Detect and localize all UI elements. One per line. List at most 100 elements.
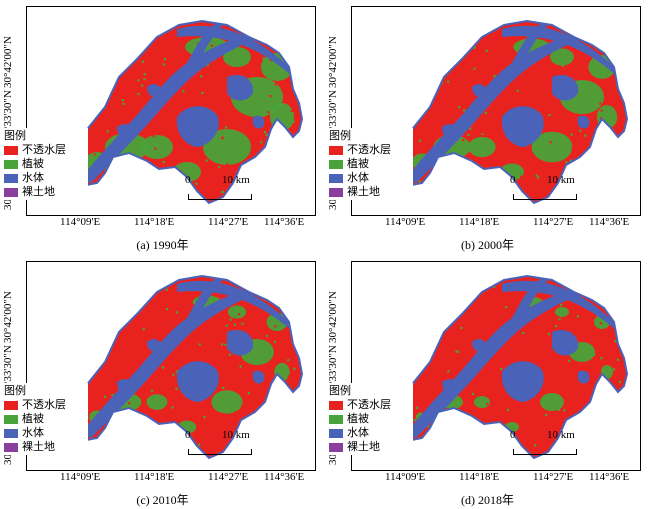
longitude-tick-label: 114°27'E	[208, 471, 249, 483]
land-cover-pixel	[286, 161, 289, 164]
land-cover-pixel	[618, 380, 621, 383]
land-cover-pixel	[152, 135, 155, 138]
land-cover-pixel	[597, 132, 600, 135]
land-cover-pixel	[162, 161, 165, 164]
longitude-tick-label: 114°27'E	[533, 216, 574, 228]
land-cover-pixel	[420, 302, 423, 305]
longitude-tick-label: 114°18'E	[459, 216, 500, 228]
legend-item: 裸土地	[4, 440, 86, 454]
land-cover-pixel	[278, 169, 281, 172]
land-cover-pixel	[175, 311, 178, 314]
land-cover-pixel	[160, 424, 163, 427]
land-cover-pixel	[111, 393, 114, 397]
river-upper-band	[177, 25, 293, 77]
land-cover-pixel	[118, 179, 122, 182]
land-cover-pixel	[77, 66, 80, 69]
legend-label: 不透水层	[347, 144, 391, 156]
land-cover-pixel	[593, 353, 596, 356]
land-cover-pixel	[105, 287, 108, 290]
land-cover-pixel	[179, 194, 182, 197]
land-cover-pixel	[416, 406, 419, 409]
land-cover-pixel	[94, 445, 97, 448]
land-cover-pixel	[486, 402, 489, 405]
land-cover-pixel	[172, 373, 175, 376]
land-cover-pixel	[505, 306, 508, 309]
land-cover-pixel	[287, 375, 290, 378]
land-cover-pixel	[138, 44, 141, 47]
land-cover-pixel	[413, 418, 416, 422]
land-cover-pixel	[570, 133, 573, 136]
land-cover-pixel	[80, 86, 83, 89]
land-cover-pixel	[418, 44, 421, 47]
legend-swatch	[329, 159, 343, 169]
land-cover-pixel	[545, 64, 549, 67]
land-cover-pixel	[175, 138, 178, 141]
land-cover-pixel	[513, 158, 517, 161]
longitude-tick-label: 114°36'E	[264, 216, 305, 228]
land-cover-pixel	[121, 151, 124, 154]
legend-item: 水体	[329, 426, 411, 440]
legend-label: 裸土地	[347, 186, 380, 198]
land-cover-pixel	[584, 134, 587, 137]
land-cover-pixel	[496, 378, 499, 381]
land-cover-pixel	[147, 398, 150, 401]
land-cover-pixel	[136, 193, 139, 196]
land-cover-pixel	[94, 299, 97, 302]
land-cover-pixel	[534, 444, 537, 447]
longitude-tick-label: 114°36'E	[589, 471, 630, 483]
land-cover-pixel	[545, 413, 548, 416]
land-cover-pixel	[427, 448, 430, 451]
land-cover-pixel	[102, 188, 105, 191]
land-cover-pixel	[473, 46, 476, 49]
land-cover-pixel	[429, 132, 432, 135]
land-cover-map	[65, 274, 304, 460]
land-cover-pixel	[408, 368, 411, 371]
land-cover-pixel	[561, 313, 564, 317]
land-cover-pixel	[269, 164, 273, 167]
land-cover-pixel	[141, 60, 144, 63]
lake	[501, 361, 544, 402]
lake	[552, 74, 579, 101]
land-cover-pixel	[238, 103, 241, 107]
land-cover-pixel	[542, 413, 545, 416]
land-cover-pixel	[199, 430, 202, 433]
land-cover-pixel	[163, 181, 166, 184]
vegetation-patch	[211, 390, 243, 414]
land-cover-pixel	[166, 308, 169, 311]
yangtze-river	[81, 288, 259, 438]
legend-label: 不透水层	[22, 144, 66, 156]
land-cover-pixel	[476, 52, 479, 55]
legend-label: 植被	[22, 158, 44, 170]
land-cover-pixel	[224, 343, 227, 346]
region-border	[390, 19, 629, 205]
land-cover-pixel	[429, 362, 432, 365]
land-cover-pixel	[94, 283, 97, 286]
legend-item: 裸土地	[329, 185, 411, 199]
legend-title: 图例	[329, 130, 351, 142]
land-cover-pixel	[429, 400, 432, 403]
land-cover-pixel	[165, 446, 168, 449]
land-cover-pixel	[87, 437, 90, 440]
land-cover-pixel	[516, 89, 519, 92]
land-cover-pixel	[607, 46, 610, 49]
land-cover-pixel	[142, 328, 145, 331]
land-cover-pixel	[165, 288, 168, 291]
vegetation-patch	[203, 129, 251, 165]
latitude-tick-label: 30°42'00"N	[2, 36, 14, 88]
land-cover-map	[390, 19, 629, 205]
land-cover-pixel	[154, 147, 157, 150]
legend-swatch	[329, 187, 343, 197]
land-cover-pixel	[239, 356, 242, 359]
land-cover-pixel	[273, 340, 277, 344]
land-cover-pixel	[450, 40, 453, 43]
land-cover-pixel	[182, 90, 185, 93]
land-cover-pixel	[137, 79, 140, 82]
land-cover-pixel	[274, 325, 277, 328]
map-legend: 图例 不透水层 植被 水体 裸土地	[2, 383, 88, 455]
land-cover-pixel	[196, 334, 199, 337]
vegetation-patch	[270, 103, 294, 131]
land-cover-pixel	[122, 102, 125, 106]
land-cover-pixel	[485, 166, 488, 169]
legend-label: 水体	[22, 172, 44, 184]
land-cover-pixel	[210, 44, 214, 47]
